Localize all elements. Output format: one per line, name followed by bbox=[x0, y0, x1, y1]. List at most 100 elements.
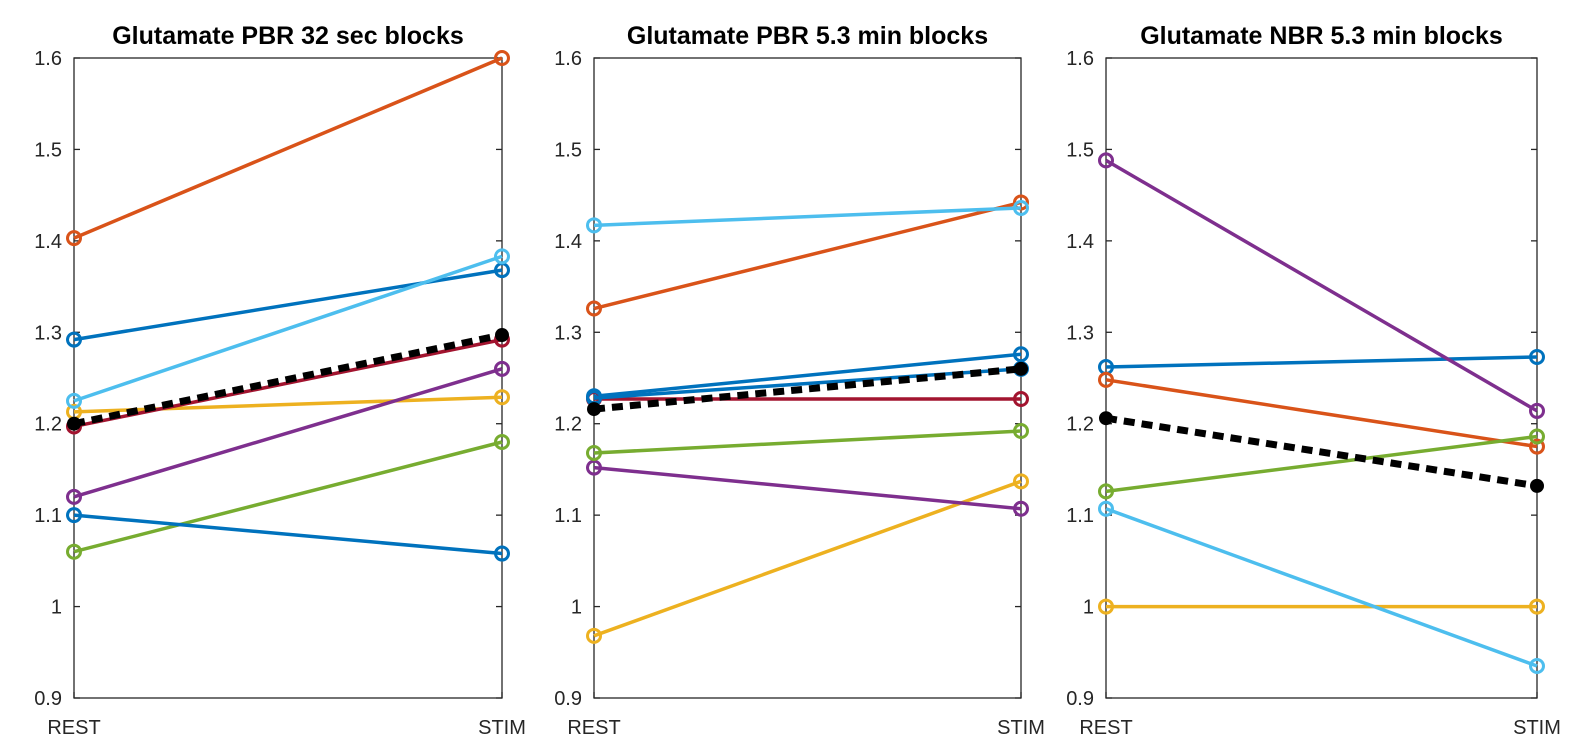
series-mean bbox=[1099, 411, 1544, 493]
data-point bbox=[66, 543, 82, 560]
data-point bbox=[1098, 598, 1114, 615]
data-point bbox=[1013, 423, 1029, 440]
data-point bbox=[66, 507, 82, 524]
axes-box bbox=[593, 57, 1022, 699]
data-point bbox=[66, 488, 82, 505]
x-tick-label-stim: STIM bbox=[1513, 717, 1561, 739]
series-line bbox=[1105, 434, 1538, 494]
y-tick-label: 1 bbox=[1083, 597, 1094, 619]
series-line bbox=[593, 352, 1022, 399]
data-point bbox=[1014, 361, 1028, 376]
series-line bbox=[593, 465, 1022, 511]
x-tick-label-rest: REST bbox=[567, 717, 620, 739]
series-line bbox=[593, 429, 1022, 455]
data-point bbox=[1013, 500, 1029, 517]
data-point bbox=[587, 402, 601, 417]
y-tick-label: 1.6 bbox=[1066, 48, 1094, 70]
series-subject-6 bbox=[586, 199, 1029, 234]
y-tick-label: 1.4 bbox=[34, 231, 62, 253]
data-point bbox=[494, 389, 510, 406]
data-point bbox=[494, 434, 510, 450]
y-tick-label: 1.2 bbox=[554, 414, 582, 436]
series-mean bbox=[67, 328, 509, 431]
series-subject-5 bbox=[586, 423, 1029, 461]
series-line bbox=[1105, 507, 1538, 668]
series-subject-4 bbox=[1098, 152, 1545, 419]
chart-title: Glutamate NBR 5.3 min blocks bbox=[1140, 22, 1503, 50]
data-point bbox=[586, 300, 602, 317]
series-line bbox=[1105, 414, 1538, 490]
series-line bbox=[1105, 158, 1538, 413]
y-tick-label: 1 bbox=[51, 597, 62, 619]
series-line bbox=[1105, 355, 1538, 369]
data-point bbox=[1098, 152, 1114, 169]
data-point bbox=[494, 360, 510, 377]
series-subject-4 bbox=[586, 459, 1029, 517]
series-line bbox=[593, 200, 1022, 311]
y-tick-label: 1.1 bbox=[1066, 505, 1094, 527]
data-point bbox=[66, 392, 82, 409]
data-point bbox=[1013, 391, 1029, 408]
y-tick-label: 1.3 bbox=[554, 322, 582, 344]
data-point bbox=[494, 248, 510, 265]
series-subject-4 bbox=[66, 360, 510, 505]
series-subject-1 bbox=[1098, 348, 1545, 376]
y-tick-label: 1.2 bbox=[34, 414, 62, 436]
data-point bbox=[494, 545, 510, 562]
series-line bbox=[593, 367, 1022, 400]
series-line bbox=[73, 513, 503, 556]
data-point bbox=[494, 50, 510, 66]
data-point bbox=[495, 328, 509, 343]
series-subject-3 bbox=[1098, 598, 1545, 615]
y-tick-label: 1.5 bbox=[34, 139, 62, 161]
y-tick-label: 1 bbox=[571, 597, 582, 619]
y-tick-label: 0.9 bbox=[554, 688, 582, 710]
series-subject-8 bbox=[66, 507, 510, 562]
data-point bbox=[1099, 411, 1113, 426]
data-point bbox=[1098, 500, 1114, 517]
y-tick-label: 0.9 bbox=[1066, 688, 1094, 710]
y-tick-label: 0.9 bbox=[34, 688, 62, 710]
data-point bbox=[1529, 428, 1545, 445]
data-point bbox=[1530, 478, 1544, 493]
series-subject-2 bbox=[1098, 371, 1545, 455]
series-line bbox=[1105, 378, 1538, 449]
data-point bbox=[1529, 402, 1545, 419]
y-tick-label: 1.4 bbox=[1066, 231, 1094, 253]
series-line bbox=[73, 56, 503, 240]
series-line bbox=[73, 440, 503, 554]
data-point bbox=[1529, 348, 1545, 365]
series-subject-7 bbox=[66, 331, 510, 435]
chart-title: Glutamate PBR 5.3 min blocks bbox=[627, 22, 988, 50]
series-subject-3 bbox=[586, 473, 1029, 644]
chart-title: Glutamate PBR 32 sec blocks bbox=[112, 22, 464, 50]
y-tick-label: 1.5 bbox=[1066, 139, 1094, 161]
data-point bbox=[67, 416, 81, 431]
y-tick-label: 1.3 bbox=[34, 322, 62, 344]
series-line bbox=[73, 395, 503, 414]
data-point bbox=[1013, 473, 1029, 490]
x-tick-label-rest: REST bbox=[1079, 717, 1132, 739]
y-tick-label: 1.2 bbox=[1066, 414, 1094, 436]
series-line bbox=[73, 331, 503, 428]
y-tick-label: 1.6 bbox=[34, 48, 62, 70]
series-subject-6 bbox=[66, 248, 510, 409]
data-point bbox=[586, 217, 602, 234]
series-line bbox=[73, 254, 503, 403]
data-point bbox=[1013, 346, 1029, 363]
y-tick-label: 1.1 bbox=[34, 505, 62, 527]
series-mean bbox=[587, 361, 1028, 417]
data-point bbox=[1529, 658, 1545, 674]
data-point bbox=[586, 627, 602, 644]
y-tick-label: 1.5 bbox=[554, 139, 582, 161]
axes-box bbox=[1105, 57, 1538, 699]
x-tick-label-rest: REST bbox=[47, 717, 100, 739]
data-point bbox=[1098, 371, 1114, 388]
chart-panel-3: Glutamate NBR 5.3 min blocks 0.9 1 1.1 1.2 1.… bbox=[1066, 22, 1561, 739]
series-subject-5 bbox=[66, 434, 510, 560]
y-tick-label: 1.6 bbox=[554, 48, 582, 70]
series-subject-5 bbox=[1098, 428, 1545, 500]
data-point bbox=[586, 459, 602, 476]
data-point bbox=[1529, 438, 1545, 455]
